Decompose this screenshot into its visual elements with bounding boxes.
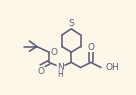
Text: N: N <box>57 63 64 72</box>
Text: S: S <box>68 19 74 28</box>
Text: H: H <box>58 70 63 79</box>
Text: O: O <box>87 43 94 51</box>
Text: O: O <box>38 67 44 76</box>
Text: O: O <box>51 48 58 57</box>
Text: OH: OH <box>105 63 119 72</box>
